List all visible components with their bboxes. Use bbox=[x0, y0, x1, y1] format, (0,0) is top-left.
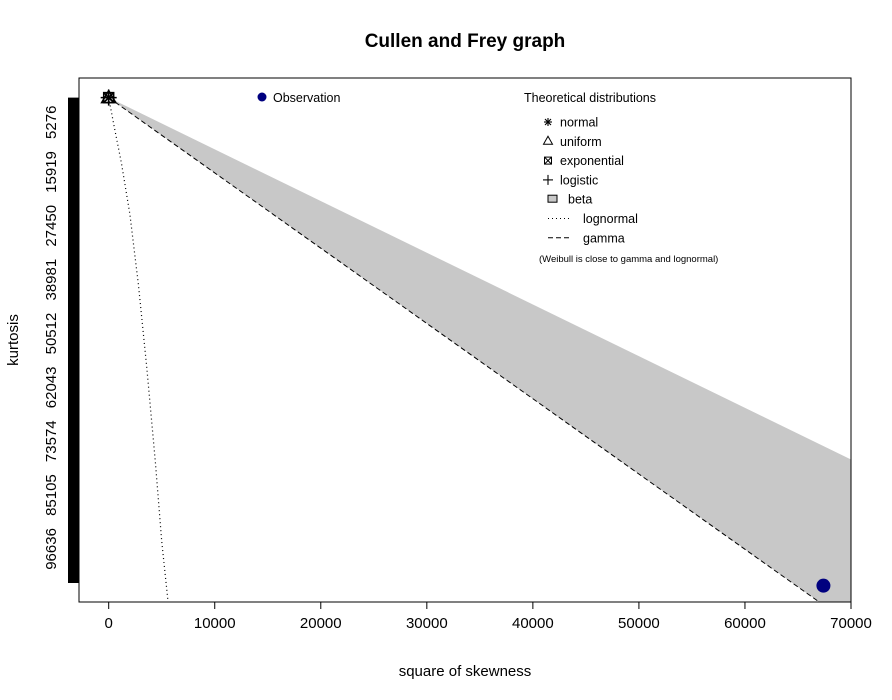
y-tick-label: 15919 bbox=[43, 151, 60, 193]
x-tick-label: 20000 bbox=[300, 615, 342, 632]
y-tick-label: 5276 bbox=[43, 106, 60, 139]
observation-point bbox=[816, 578, 831, 593]
y-tick-label: 50512 bbox=[43, 313, 60, 355]
y-tick-label: 85105 bbox=[43, 474, 60, 516]
x-tick-label: 0 bbox=[105, 615, 113, 632]
gamma-line bbox=[108, 97, 820, 603]
theoretical-point-logistic bbox=[100, 89, 117, 106]
legend-item-label: logistic bbox=[560, 173, 598, 187]
legend-item-label: uniform bbox=[560, 135, 602, 149]
legend-symbol-plus bbox=[543, 174, 553, 185]
theoretical-legend-note: (Weibull is close to gamma and lognormal… bbox=[539, 254, 718, 265]
observation-legend-label: Observation bbox=[273, 91, 340, 105]
legend-item-label: lognormal bbox=[583, 212, 638, 226]
y-axis-title: kurtosis bbox=[5, 314, 22, 366]
legend-symbol-boxed-x bbox=[544, 156, 552, 165]
legend-symbol-triangle bbox=[542, 135, 554, 145]
legend-symbol-gray-box bbox=[547, 194, 558, 203]
theoretical-points bbox=[100, 89, 118, 106]
observation-legend: Observation bbox=[257, 91, 340, 105]
theoretical-legend-items: normal uniform exponential logistic beta logn… bbox=[542, 116, 638, 245]
legend-item-label: beta bbox=[568, 193, 592, 207]
bootstrap-band bbox=[68, 97, 79, 583]
legend-item-exponential: exponential bbox=[544, 154, 624, 168]
legend-item-label: gamma bbox=[583, 231, 625, 245]
theoretical-legend-title: Theoretical distributions bbox=[524, 91, 656, 105]
x-tick-label: 60000 bbox=[724, 615, 766, 632]
legend-item-logistic: logistic bbox=[543, 173, 598, 187]
y-tick-label: 96636 bbox=[43, 528, 60, 570]
legend-item-beta: beta bbox=[547, 193, 592, 207]
x-tick-label: 30000 bbox=[406, 615, 448, 632]
x-tick-label: 50000 bbox=[618, 615, 660, 632]
legend-item-uniform: uniform bbox=[542, 135, 602, 149]
y-tick-label: 27450 bbox=[43, 205, 60, 247]
lognormal-curve bbox=[108, 97, 169, 603]
legend-item-normal: normal bbox=[544, 116, 598, 130]
x-axis-title: square of skewness bbox=[399, 663, 532, 680]
legend-item-label: exponential bbox=[560, 154, 624, 168]
legend-item-gamma: gamma bbox=[548, 231, 625, 245]
legend-item-lognormal: lognormal bbox=[548, 212, 638, 226]
y-tick-label: 73574 bbox=[43, 420, 60, 462]
x-tick-label: 10000 bbox=[194, 615, 236, 632]
x-tick-label: 40000 bbox=[512, 615, 554, 632]
theoretical-legend: Theoretical distributions normal uniform e… bbox=[524, 91, 718, 265]
legend-item-label: normal bbox=[560, 116, 598, 130]
x-tick-label: 70000 bbox=[830, 615, 872, 632]
x-axis: 0 10000 20000 30000 40000 50000 60000 70000 bbox=[105, 601, 872, 632]
chart-title: Cullen and Frey graph bbox=[365, 31, 566, 52]
beta-region bbox=[108, 97, 851, 602]
y-tick-label: 62043 bbox=[43, 367, 60, 409]
legend-symbol-asterisk bbox=[544, 118, 552, 126]
y-axis: 5276 15919 27450 38981 50512 62043 73574 85105 9… bbox=[43, 106, 79, 570]
y-tick-label: 38981 bbox=[43, 259, 60, 301]
observation-legend-marker bbox=[257, 92, 267, 102]
